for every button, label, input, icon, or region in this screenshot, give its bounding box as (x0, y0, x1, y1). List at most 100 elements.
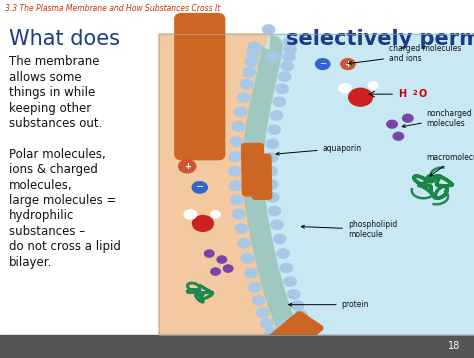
Circle shape (387, 120, 397, 128)
Circle shape (338, 83, 351, 93)
Text: −: − (196, 182, 204, 192)
Circle shape (243, 68, 255, 77)
Bar (0, 335, 474, 358)
Text: protein: protein (289, 300, 369, 309)
Circle shape (229, 181, 242, 190)
Circle shape (241, 253, 254, 263)
Circle shape (179, 160, 196, 173)
Text: H: H (398, 89, 407, 99)
Text: substances out.: substances out. (9, 117, 102, 130)
Circle shape (229, 166, 241, 176)
Text: selectively permeable: selectively permeable (286, 29, 474, 49)
Circle shape (268, 206, 281, 216)
Text: O: O (418, 89, 427, 99)
Circle shape (283, 52, 295, 62)
Circle shape (235, 107, 247, 116)
Circle shape (271, 220, 283, 229)
Circle shape (248, 43, 260, 52)
Circle shape (298, 317, 310, 326)
Text: things in while: things in while (9, 86, 95, 99)
Circle shape (238, 238, 250, 248)
Circle shape (266, 139, 278, 149)
Circle shape (296, 318, 309, 328)
Text: aquaporin: aquaporin (276, 144, 362, 155)
Circle shape (233, 209, 245, 219)
Text: molecules,: molecules, (9, 179, 72, 192)
Text: phospholipid
molecule: phospholipid molecule (301, 220, 397, 239)
Polygon shape (159, 34, 474, 335)
Circle shape (279, 72, 291, 81)
FancyBboxPatch shape (251, 154, 272, 199)
Circle shape (368, 82, 378, 89)
FancyBboxPatch shape (242, 144, 264, 196)
Circle shape (246, 57, 258, 66)
Text: 2: 2 (412, 90, 417, 96)
Circle shape (217, 256, 227, 263)
Circle shape (316, 59, 330, 69)
Circle shape (265, 180, 278, 189)
Circle shape (256, 308, 269, 317)
Circle shape (270, 111, 283, 120)
Text: −: − (319, 59, 326, 69)
Polygon shape (159, 34, 291, 335)
Circle shape (211, 211, 220, 218)
Circle shape (284, 45, 296, 54)
Circle shape (273, 234, 286, 244)
Circle shape (204, 250, 214, 257)
Circle shape (248, 42, 260, 52)
Circle shape (268, 125, 280, 134)
Circle shape (192, 182, 207, 193)
Circle shape (266, 52, 279, 61)
Bar (159, 34, 474, 335)
Circle shape (192, 216, 213, 231)
FancyBboxPatch shape (264, 312, 323, 358)
Circle shape (273, 97, 285, 106)
Circle shape (341, 59, 355, 69)
Text: allows some: allows some (9, 71, 81, 84)
Text: substances –: substances – (9, 225, 85, 238)
Circle shape (184, 210, 196, 219)
Circle shape (284, 277, 296, 286)
Text: macromolecule: macromolecule (427, 153, 474, 176)
Circle shape (349, 88, 373, 106)
Circle shape (301, 321, 313, 330)
Circle shape (265, 166, 277, 176)
Circle shape (247, 49, 259, 58)
Text: noncharged
molecules: noncharged molecules (402, 108, 473, 128)
Text: 18: 18 (447, 342, 460, 351)
Circle shape (253, 296, 265, 305)
Circle shape (249, 282, 261, 292)
Text: Polar molecules,: Polar molecules, (9, 148, 105, 161)
Circle shape (265, 328, 277, 337)
Circle shape (231, 195, 243, 204)
Text: charged molecules
and ions: charged molecules and ions (348, 44, 461, 65)
Circle shape (280, 263, 292, 272)
Circle shape (305, 339, 317, 349)
FancyBboxPatch shape (175, 14, 225, 160)
Circle shape (402, 114, 413, 122)
Circle shape (229, 152, 241, 161)
Text: hydrophilic: hydrophilic (9, 209, 74, 222)
Circle shape (270, 335, 282, 344)
Circle shape (237, 93, 250, 102)
Text: large molecules =: large molecules = (9, 194, 116, 207)
Text: +: + (183, 162, 191, 171)
Circle shape (393, 132, 403, 140)
Circle shape (223, 265, 233, 272)
Text: bilayer.: bilayer. (9, 256, 52, 268)
Circle shape (278, 321, 290, 330)
Circle shape (292, 301, 304, 310)
Circle shape (266, 193, 279, 202)
Circle shape (263, 25, 275, 34)
Circle shape (288, 290, 300, 299)
Text: ions & charged: ions & charged (9, 163, 98, 176)
Text: keeping other: keeping other (9, 102, 91, 115)
Circle shape (281, 62, 293, 71)
Circle shape (245, 268, 257, 277)
Circle shape (283, 37, 296, 47)
Polygon shape (243, 35, 304, 343)
Text: 3.3 The Plasma Membrane and How Substances Cross It: 3.3 The Plasma Membrane and How Substanc… (5, 4, 220, 13)
Circle shape (261, 319, 273, 328)
Circle shape (211, 268, 220, 275)
Circle shape (235, 224, 247, 233)
